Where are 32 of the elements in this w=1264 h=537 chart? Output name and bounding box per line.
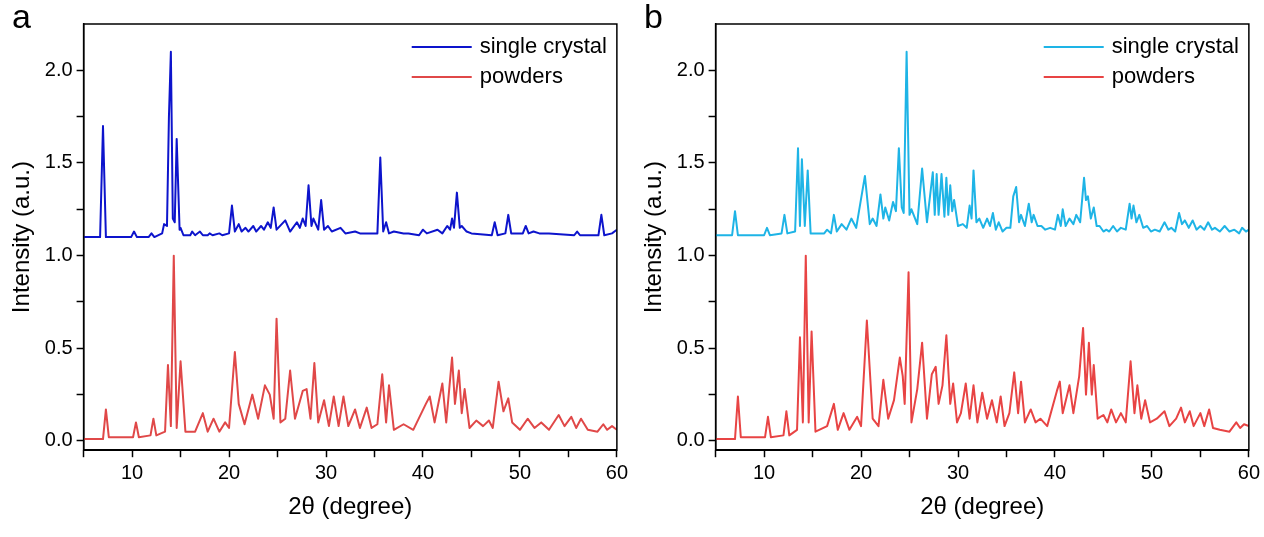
y-axis-title: Intensity (a.u.) bbox=[639, 161, 667, 314]
y-axis-title: Intensity (a.u.) bbox=[7, 161, 35, 314]
x-tick-label: 60 bbox=[1237, 460, 1260, 483]
x-axis-title: 2θ (degree) bbox=[920, 492, 1045, 520]
y-tick-label: 2.0 bbox=[676, 57, 705, 80]
y-tick-label: 0.0 bbox=[676, 428, 705, 451]
y-tick-label: 1.0 bbox=[44, 243, 73, 266]
y-tick-label: 2.0 bbox=[44, 57, 73, 80]
y-tick-label: 1.0 bbox=[676, 243, 705, 266]
x-tick-label: 60 bbox=[605, 460, 628, 483]
x-tick-label: 40 bbox=[411, 460, 435, 483]
x-tick-label: 50 bbox=[508, 460, 532, 483]
legend-label: powders bbox=[479, 63, 563, 89]
x-tick-label: 40 bbox=[1043, 460, 1067, 483]
x-axis-title: 2θ (degree) bbox=[288, 492, 413, 520]
chart-title: a bbox=[12, 0, 31, 36]
x-tick-label: 10 bbox=[120, 460, 144, 483]
x-tick-label: 10 bbox=[752, 460, 776, 483]
y-tick-label: 0.5 bbox=[676, 335, 705, 358]
legend-label: single crystal bbox=[479, 33, 607, 59]
x-tick-label: 20 bbox=[849, 460, 873, 483]
x-tick-label: 30 bbox=[314, 460, 338, 483]
y-tick-label: 0.0 bbox=[44, 428, 73, 451]
x-tick-label: 50 bbox=[1140, 460, 1164, 483]
x-tick-label: 20 bbox=[217, 460, 241, 483]
legend-label: single crystal bbox=[1111, 33, 1239, 59]
y-tick-label: 0.5 bbox=[44, 335, 73, 358]
y-tick-label: 1.5 bbox=[44, 150, 73, 173]
x-tick-label: 30 bbox=[946, 460, 970, 483]
legend-label: powders bbox=[1111, 63, 1195, 89]
y-tick-label: 1.5 bbox=[676, 150, 705, 173]
chart-title: b bbox=[644, 0, 663, 36]
